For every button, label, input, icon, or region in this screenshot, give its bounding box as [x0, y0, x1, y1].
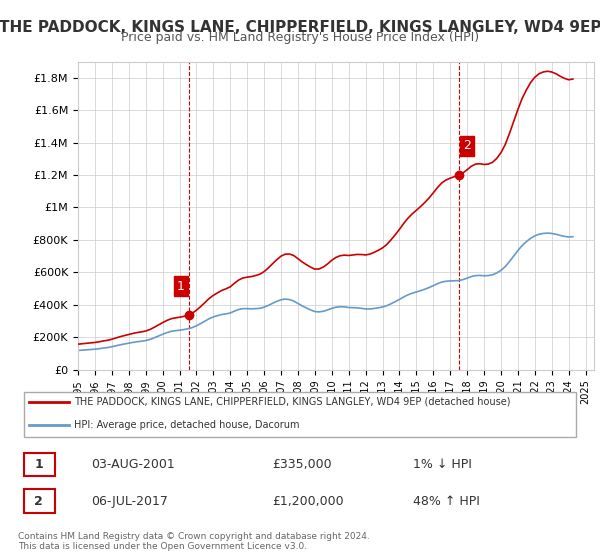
Text: 1: 1 [177, 279, 185, 293]
Text: THE PADDOCK, KINGS LANE, CHIPPERFIELD, KINGS LANGLEY, WD4 9EP: THE PADDOCK, KINGS LANE, CHIPPERFIELD, K… [0, 20, 600, 35]
Text: 06-JUL-2017: 06-JUL-2017 [91, 494, 168, 508]
FancyBboxPatch shape [23, 392, 577, 437]
Text: HPI: Average price, detached house, Dacorum: HPI: Average price, detached house, Daco… [74, 421, 300, 431]
Text: Price paid vs. HM Land Registry's House Price Index (HPI): Price paid vs. HM Land Registry's House … [121, 31, 479, 44]
FancyBboxPatch shape [23, 452, 55, 476]
Text: £1,200,000: £1,200,000 [272, 494, 343, 508]
Text: 2: 2 [463, 139, 471, 152]
Text: 48% ↑ HPI: 48% ↑ HPI [413, 494, 479, 508]
FancyBboxPatch shape [23, 489, 55, 513]
Text: Contains HM Land Registry data © Crown copyright and database right 2024.
This d: Contains HM Land Registry data © Crown c… [18, 532, 370, 552]
Text: 1: 1 [34, 458, 43, 471]
Text: £335,000: £335,000 [272, 458, 331, 471]
Text: THE PADDOCK, KINGS LANE, CHIPPERFIELD, KINGS LANGLEY, WD4 9EP (detached house): THE PADDOCK, KINGS LANE, CHIPPERFIELD, K… [74, 397, 511, 407]
Text: 2: 2 [34, 494, 43, 508]
Text: 03-AUG-2001: 03-AUG-2001 [91, 458, 175, 471]
Text: 1% ↓ HPI: 1% ↓ HPI [413, 458, 472, 471]
